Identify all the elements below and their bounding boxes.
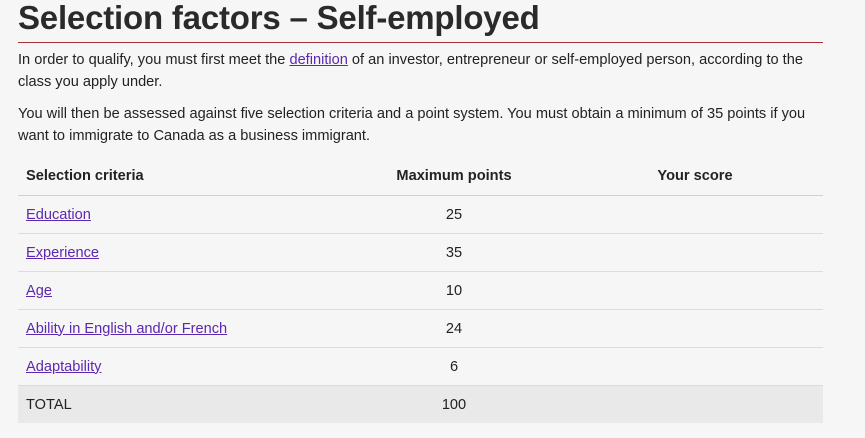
adaptability-score [567,347,823,386]
intro-text-after: of an investor, entrepreneur or self-emp… [18,52,803,90]
age-score [567,271,823,310]
intro-text-before: In order to qualify, you must first meet… [18,52,290,68]
header-selection-criteria: Selection criteria [18,157,289,196]
total-row: TOTAL 100 [18,385,823,423]
experience-link[interactable]: Experience [26,244,100,261]
table-row: Age 10 [18,271,823,310]
total-points: 100 [289,385,567,423]
education-link[interactable]: Education [26,206,91,223]
age-points: 10 [289,271,567,310]
page-title: Selection factors – Self-employed [18,0,540,36]
experience-score [567,233,823,272]
table-row: Adaptability 6 [18,347,823,386]
table-row: Ability in English and/or French 24 [18,309,823,348]
education-points: 25 [289,195,567,234]
language-ability-score [567,309,823,348]
definition-link[interactable]: definition [289,52,348,68]
assessment-paragraph: You will then be assessed against five s… [18,106,806,144]
table-row: Experience 35 [18,233,823,272]
table-row: Education 25 [18,195,823,234]
experience-points: 35 [289,233,567,272]
selection-criteria-table: Selection criteria Maximum points Your s… [18,157,823,423]
total-score [567,385,823,423]
language-ability-link[interactable]: Ability in English and/or French [26,320,228,337]
total-label: TOTAL [18,385,289,423]
table-header-row: Selection criteria Maximum points Your s… [18,157,823,196]
title-divider [18,42,823,43]
intro-paragraph: In order to qualify, you must first meet… [18,49,828,93]
adaptability-link[interactable]: Adaptability [26,358,102,375]
header-your-score: Your score [567,157,823,196]
education-score [567,195,823,234]
language-ability-points: 24 [289,309,567,348]
age-link[interactable]: Age [26,282,52,299]
header-maximum-points: Maximum points [289,157,567,196]
adaptability-points: 6 [289,347,567,386]
